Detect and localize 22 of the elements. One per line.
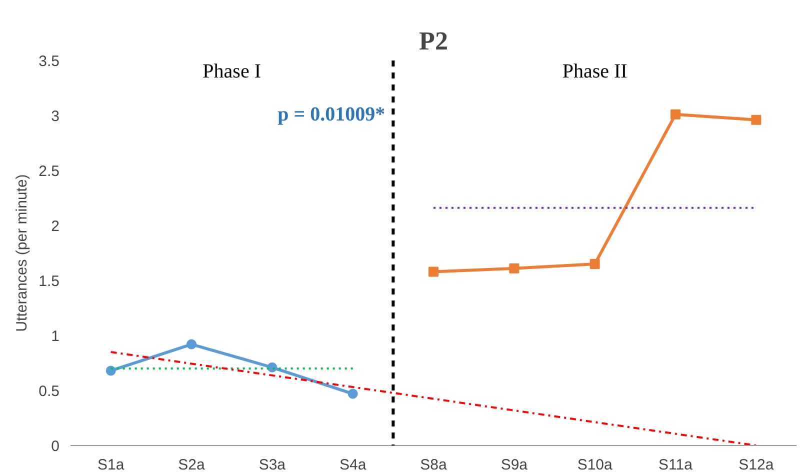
y-tick-label: 2.5 [38, 163, 60, 180]
x-tick-label: S4a [339, 456, 367, 474]
annotation: p = 0.01009* [278, 103, 386, 126]
x-tick-label: S8a [420, 456, 448, 474]
x-tick-label: S2a [178, 456, 206, 474]
y-axis-title: Utterances (per minute) [14, 174, 31, 332]
x-tick-label: S11a [658, 456, 694, 474]
y-tick-label: 3.5 [38, 53, 60, 70]
y-tick-label: 3 [51, 108, 60, 125]
annotation: Phase II [562, 60, 628, 82]
y-tick-label: 2 [51, 218, 60, 235]
x-tick-label: S3a [258, 456, 286, 474]
x-tick-label: S9a [500, 456, 528, 474]
x-tick-label: S12a [738, 456, 774, 474]
x-tick-label: S10a [577, 456, 614, 474]
annotation: Phase I [202, 60, 261, 82]
y-tick-label: 0.5 [38, 383, 60, 400]
y-tick-label: 1.5 [38, 273, 60, 290]
y-tick-label: 1 [51, 328, 60, 345]
x-tick-label: S1a [97, 456, 125, 474]
chart-title: P2 [419, 26, 448, 56]
y-tick-label: 0 [51, 438, 60, 455]
